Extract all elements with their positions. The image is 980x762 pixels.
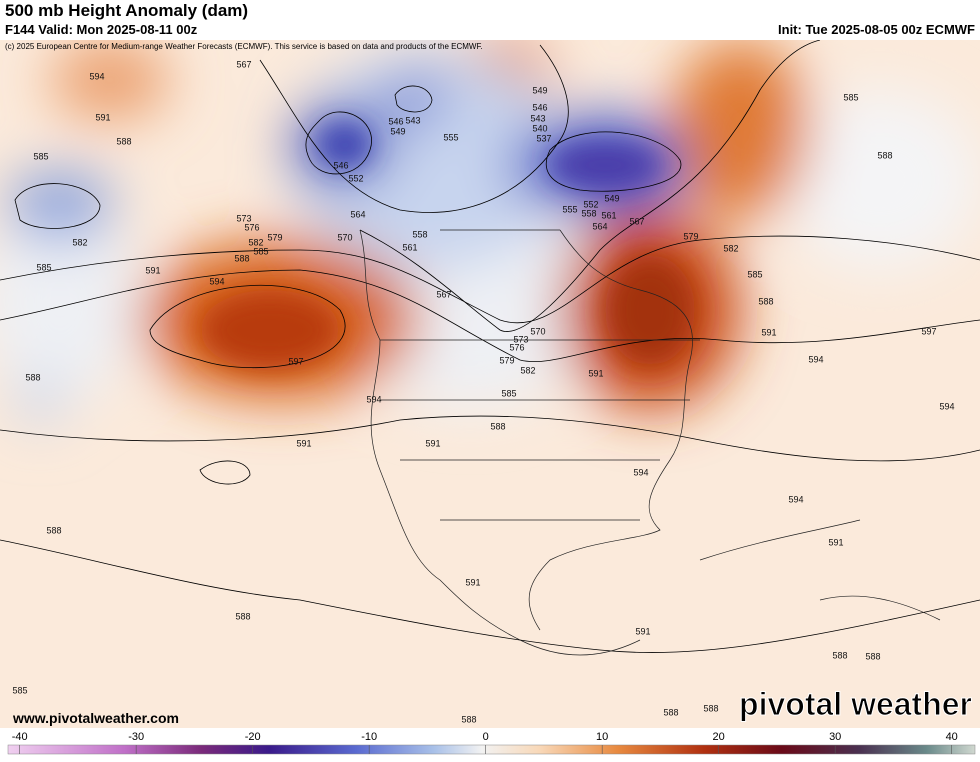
contour-label: 567 — [436, 289, 451, 299]
contour-label: 564 — [350, 209, 365, 219]
contour-label: 576 — [509, 342, 524, 352]
init-time: Init: Tue 2025-08-05 00z ECMWF — [778, 22, 975, 37]
anomaly-cores — [200, 125, 695, 370]
contour-label: 588 — [703, 703, 718, 713]
contour-label: 588 — [461, 714, 476, 724]
contour-label: 594 — [209, 276, 224, 286]
colorbar-tick-label: -10 — [361, 731, 377, 743]
contour-label: 588 — [46, 525, 61, 535]
contour-label: 585 — [253, 246, 268, 256]
contour-label: 597 — [921, 326, 936, 336]
contour-label: 549 — [532, 85, 547, 95]
contour-label: 588 — [877, 150, 892, 160]
contour-label: 570 — [530, 326, 545, 336]
contour-label: 588 — [25, 372, 40, 382]
contour-label: 591 — [465, 577, 480, 587]
contour-label: 594 — [808, 354, 823, 364]
contour-label: 588 — [865, 651, 880, 661]
contour-label: 546 — [388, 116, 403, 126]
colorbar-tick-label: 10 — [596, 731, 608, 743]
contour-label: 558 — [581, 208, 596, 218]
colorbar-tick-label: 20 — [713, 731, 725, 743]
contour-label: 582 — [520, 365, 535, 375]
contour-label: 588 — [234, 253, 249, 263]
contour-label: 591 — [95, 112, 110, 122]
contour-label: 585 — [36, 262, 51, 272]
contour-label: 546 — [333, 160, 348, 170]
coastlines — [359, 229, 941, 656]
contour-label: 582 — [72, 237, 87, 247]
colorbar-tick-label: 30 — [829, 731, 841, 743]
contour-label: 552 — [583, 199, 598, 209]
contour-label: 543 — [530, 113, 545, 123]
contour-label: 579 — [683, 231, 698, 241]
header-background — [0, 0, 980, 40]
colorbar: -40 -30 -20 -10 0 10 20 30 40 — [7, 731, 976, 755]
contour-label: 543 — [405, 115, 420, 125]
contour-label: 582 — [723, 243, 738, 253]
contour-label: 540 — [532, 123, 547, 133]
contours — [0, 39, 980, 653]
contour-label: 594 — [939, 401, 954, 411]
contour-label: 594 — [633, 467, 648, 477]
copyright: (c) 2025 European Centre for Medium-rang… — [5, 42, 483, 51]
contour-label: 588 — [490, 421, 505, 431]
contour-label: 558 — [412, 229, 427, 239]
colorbar-tick-label: 40 — [946, 731, 958, 743]
contour-label: 555 — [443, 132, 458, 142]
contour-label: 588 — [235, 611, 250, 621]
contour-label: 573 — [236, 213, 251, 223]
contour-label: 597 — [288, 356, 303, 366]
contour-label: 591 — [145, 265, 160, 275]
title: 500 mb Height Anomaly (dam) — [5, 1, 248, 20]
contour-label: 537 — [536, 133, 551, 143]
contour-label: 591 — [635, 626, 650, 636]
colorbar-tick-label: -40 — [12, 731, 28, 743]
colorbar-tick-label: -30 — [128, 731, 144, 743]
website: www.pivotalweather.com — [12, 710, 179, 726]
contour-label: 591 — [296, 438, 311, 448]
contour-label: 591 — [425, 438, 440, 448]
contour-label: 579 — [267, 232, 282, 242]
contour-label: 561 — [402, 242, 417, 252]
contour-label: 576 — [244, 222, 259, 232]
colorbar-tick-label: -20 — [245, 731, 261, 743]
contour-label: 591 — [761, 327, 776, 337]
contour-label: 588 — [663, 707, 678, 717]
contour-label: 549 — [390, 126, 405, 136]
contour-label: 555 — [562, 204, 577, 214]
contour-label: 573 — [513, 334, 528, 344]
contour-label: 564 — [592, 221, 607, 231]
contour-label: 570 — [337, 232, 352, 242]
contour-label: 588 — [758, 296, 773, 306]
anomaly-field — [0, 40, 980, 425]
contour-label: 546 — [532, 102, 547, 112]
contour-label: 585 — [843, 92, 858, 102]
contour-label: 591 — [588, 368, 603, 378]
contour-label: 588 — [116, 136, 131, 146]
contour-label: 594 — [89, 71, 104, 81]
valid-time: F144 Valid: Mon 2025-08-11 00z — [5, 22, 198, 37]
contour-label: 594 — [366, 394, 381, 404]
contour-label: 567 — [629, 216, 644, 226]
contour-label: 579 — [499, 355, 514, 365]
contour-label: 585 — [12, 685, 27, 695]
contour-label: 594 — [788, 494, 803, 504]
contour-label: 585 — [33, 151, 48, 161]
contour-label: 591 — [828, 537, 843, 547]
contour-label: 585 — [501, 388, 516, 398]
contour-label: 561 — [601, 210, 616, 220]
contour-label: 588 — [832, 650, 847, 660]
colorbar-tick-label: 0 — [483, 731, 489, 743]
contour-label: 552 — [348, 173, 363, 183]
colorbar-scale — [7, 744, 976, 755]
brand: pivotal weather — [739, 686, 972, 722]
contour-label: 585 — [747, 269, 762, 279]
contour-label: 582 — [248, 237, 263, 247]
contour-label: 549 — [604, 193, 619, 203]
contour-label: 567 — [236, 59, 251, 69]
